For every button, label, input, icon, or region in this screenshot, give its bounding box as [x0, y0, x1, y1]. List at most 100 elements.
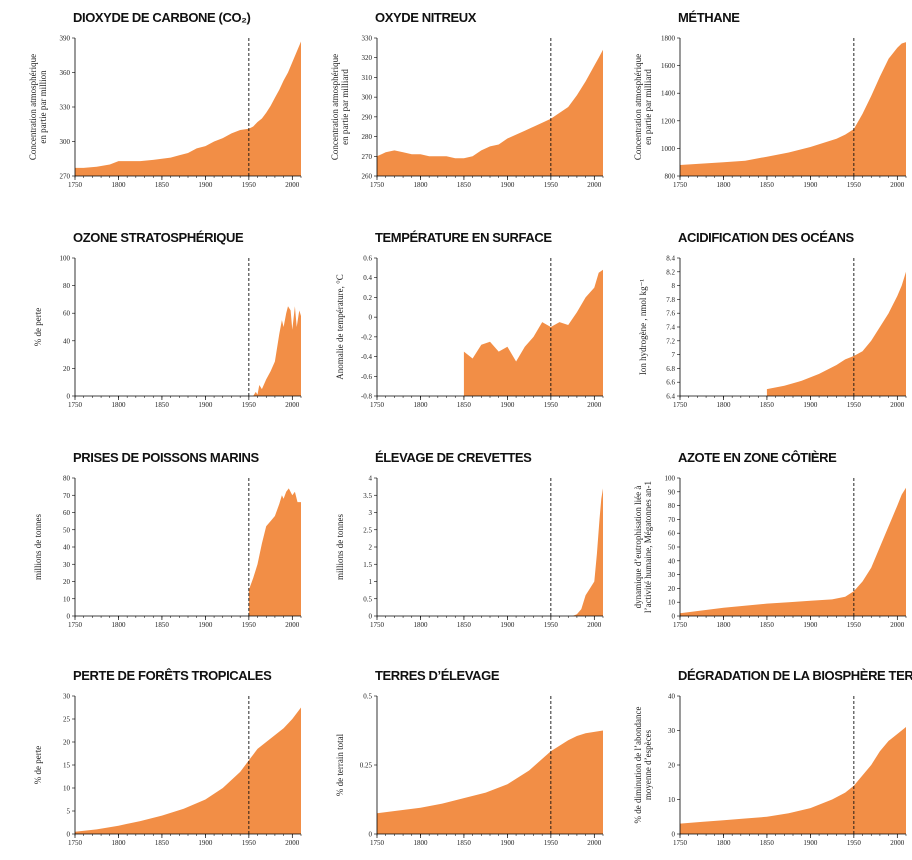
- x-tick-label: 1900: [198, 181, 213, 189]
- x-tick-label: 2000: [587, 181, 602, 189]
- y-tick-label: 0: [67, 393, 71, 401]
- y-axis-label: % de diminution de l’abondancemoyenne d’…: [633, 707, 653, 824]
- y-tick-label: 1600: [661, 62, 676, 70]
- x-tick-label: 1850: [155, 839, 170, 847]
- y-tick-label: 360: [60, 69, 71, 77]
- chart-panel-9: AZOTE EN ZONE CÔTIÈRE 0 10 20 30 40 50 60 70 80 90…: [633, 450, 907, 629]
- y-tick-label: 300: [60, 138, 71, 146]
- x-tick-label: 1800: [716, 181, 731, 189]
- y-tick-label: 1: [369, 578, 373, 586]
- panel-title: TEMPÉRATURE EN SURFACE: [375, 230, 552, 245]
- x-tick-label: 1900: [198, 839, 213, 847]
- chart-panel-4: OZONE STRATOSPHÉRIQUE 0 20 40 60 80 100 1750 180…: [33, 230, 302, 409]
- chart-panel-10: PERTE DE FORÊTS TROPICALES 0 5 10 15 20 25 30 17…: [33, 668, 302, 847]
- chart-panel-11: TERRES D’ÉLEVAGE 0 0.25 0.5 1750 1800 1850 1900…: [335, 668, 604, 847]
- y-tick-label: 7.6: [666, 310, 675, 318]
- chart-panel-7: PRISES DE POISSONS MARINS 0 10 20 30 40 50 60 70…: [33, 450, 302, 629]
- y-tick-label: 50: [668, 544, 676, 552]
- y-tick-label: 0: [672, 831, 676, 839]
- x-tick-label: 2000: [285, 401, 300, 409]
- data-area: [253, 306, 301, 396]
- y-tick-label: 1.5: [363, 561, 372, 569]
- y-axis-label: % de terrain total: [335, 733, 345, 796]
- y-tick-label: 80: [668, 502, 676, 510]
- y-tick-label: -0.2: [361, 333, 373, 341]
- y-tick-label: 2: [369, 544, 373, 552]
- y-axis-label: % de perte: [33, 746, 43, 784]
- x-tick-label: 1850: [457, 401, 472, 409]
- x-tick-label: 2000: [890, 839, 905, 847]
- y-tick-label: 40: [668, 557, 676, 565]
- y-tick-label: 20: [668, 585, 676, 593]
- data-area: [766, 271, 906, 396]
- x-tick-label: 1850: [760, 181, 775, 189]
- x-tick-label: 1750: [68, 621, 83, 629]
- y-tick-label: 8.4: [666, 255, 675, 263]
- y-tick-label: 300: [362, 94, 373, 102]
- chart-panel-3: MÉTHANE 800 1000 1200 1400 1600 1800 1750 1800 18…: [633, 10, 907, 189]
- y-tick-label: 0.25: [360, 762, 373, 770]
- y-tick-label: 10: [63, 595, 71, 603]
- y-tick-label: 20: [63, 739, 71, 747]
- x-tick-label: 1900: [500, 401, 515, 409]
- x-tick-label: 2000: [890, 181, 905, 189]
- x-tick-label: 1800: [716, 401, 731, 409]
- y-tick-label: 0.5: [363, 693, 372, 701]
- x-tick-label: 1750: [370, 839, 385, 847]
- y-tick-label: 25: [63, 716, 71, 724]
- y-tick-label: 80: [63, 282, 71, 290]
- x-tick-label: 1950: [242, 401, 257, 409]
- y-tick-label: 90: [668, 488, 676, 496]
- y-tick-label: 15: [63, 762, 71, 770]
- y-tick-label: 100: [60, 255, 71, 263]
- y-tick-label: -0.4: [361, 353, 373, 361]
- data-area: [377, 730, 603, 834]
- x-tick-label: 1950: [544, 181, 559, 189]
- y-tick-label: 40: [668, 693, 676, 701]
- x-tick-label: 1950: [544, 621, 559, 629]
- x-tick-label: 1750: [68, 181, 83, 189]
- y-tick-label: 270: [362, 153, 373, 161]
- x-tick-label: 1800: [413, 839, 428, 847]
- y-tick-label: 270: [60, 173, 71, 181]
- x-tick-label: 1850: [155, 621, 170, 629]
- y-axis-label: millions de tonnes: [335, 514, 345, 580]
- chart-panel-5: TEMPÉRATURE EN SURFACE -0.8 -0.6 -0.4 -0.2 0 0…: [335, 230, 604, 409]
- y-tick-label: 30: [63, 693, 71, 701]
- y-tick-label: 390: [60, 35, 71, 43]
- x-tick-label: 1800: [413, 621, 428, 629]
- x-tick-label: 1750: [673, 839, 688, 847]
- x-tick-label: 1900: [500, 181, 515, 189]
- y-tick-label: 7.2: [666, 337, 675, 345]
- y-tick-label: 0.5: [363, 595, 372, 603]
- y-tick-label: 310: [362, 74, 373, 82]
- data-area: [377, 49, 603, 176]
- x-tick-label: 1950: [242, 621, 257, 629]
- data-area: [248, 488, 301, 616]
- y-tick-label: 1400: [661, 90, 676, 98]
- data-area: [572, 488, 603, 616]
- x-tick-label: 1950: [544, 839, 559, 847]
- y-tick-label: 30: [668, 571, 676, 579]
- data-area: [75, 707, 301, 834]
- y-axis-label: Concentration atmosphériqueen partie par…: [330, 54, 350, 160]
- x-tick-label: 1750: [68, 839, 83, 847]
- y-tick-label: -0.6: [361, 373, 373, 381]
- data-area: [75, 41, 301, 176]
- panel-title: DIOXYDE DE CARBONE (CO₂): [73, 10, 251, 25]
- x-tick-label: 1800: [716, 839, 731, 847]
- y-tick-label: 7: [672, 351, 676, 359]
- panel-title: OXYDE NITREUX: [375, 10, 477, 25]
- x-tick-label: 1800: [111, 621, 126, 629]
- y-tick-label: 6.8: [666, 365, 675, 373]
- y-axis-label: Anomalie de température, °C: [335, 274, 345, 380]
- y-tick-label: 40: [63, 337, 71, 345]
- y-tick-label: 10: [63, 785, 71, 793]
- y-tick-label: 1000: [661, 145, 676, 153]
- x-tick-label: 1900: [500, 839, 515, 847]
- x-tick-label: 1850: [760, 621, 775, 629]
- x-tick-label: 1800: [111, 401, 126, 409]
- x-tick-label: 2000: [587, 621, 602, 629]
- y-tick-label: 70: [668, 516, 676, 524]
